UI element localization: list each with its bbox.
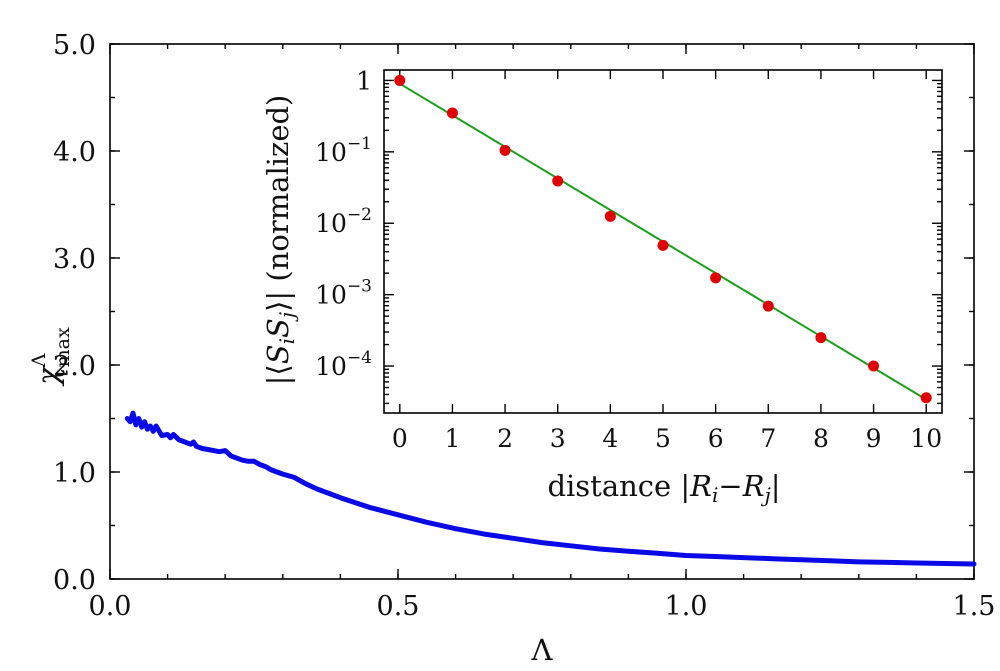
inset-y-tick-label: 10−4 (315, 348, 372, 381)
inset-plot: 0 1 2 3 4 5 6 7 8 9 10 1 10−1 10−2 10−3 10−4 distance |… (261, 66, 943, 507)
main-x-axis-label: Λ (531, 633, 554, 667)
main-y-label-subscript: max (52, 327, 74, 367)
main-series-line (124, 410, 977, 567)
inset-data-point (499, 144, 511, 156)
inset-data-point (604, 210, 616, 222)
inset-x-tick-label: 7 (760, 424, 776, 453)
inset-x-tick-label: 10 (910, 424, 942, 453)
inset-y-tick-label: 10−3 (315, 277, 372, 310)
inset-data-point (394, 74, 406, 86)
inset-axis-ticks: 0 1 2 3 4 5 6 7 8 9 10 1 10−1 10−2 10−3 10−4 (315, 66, 942, 453)
inset-data-point (868, 360, 880, 372)
inset-data-point (657, 239, 669, 251)
main-y-tick-label: 1.0 (53, 458, 96, 489)
main-y-axis-label: χΛ max (28, 327, 74, 387)
inset-data-point (710, 272, 722, 284)
inset-data-points (394, 74, 932, 404)
inset-y-tick-label: 10−1 (315, 134, 372, 167)
inset-x-axis-label: distance |Ri−Rj| (547, 469, 780, 507)
inset-x-tick-label: 9 (866, 424, 882, 453)
inset-x-tick-label: 8 (813, 424, 829, 453)
inset-x-tick-label: 6 (708, 424, 724, 453)
main-x-tick-label: 1.0 (665, 591, 708, 622)
main-x-tick-label: 0.5 (377, 591, 420, 622)
inset-x-tick-label: 2 (497, 424, 513, 453)
inset-data-point (920, 392, 932, 404)
inset-x-tick-label: 5 (655, 424, 671, 453)
inset-data-point (762, 300, 774, 312)
main-y-label-symbol: χ (31, 366, 65, 387)
main-plot: 0.0 0.5 1.0 1.50.01.02.03.04.05.0 Λ χΛ max (28, 30, 995, 667)
inset-data-point (552, 175, 564, 187)
main-y-tick-label: 5.0 (53, 30, 96, 61)
inset-x-tick-label: 4 (602, 424, 618, 453)
main-y-tick-label: 0.0 (53, 565, 96, 596)
inset-x-tick-label: 3 (550, 424, 566, 453)
inset-y-tick-label: 1 (356, 66, 372, 95)
inset-y-tick-label: 10−2 (315, 205, 372, 238)
main-y-tick-label: 2.0 (53, 351, 96, 382)
main-x-tick-label: 1.5 (953, 591, 996, 622)
inset-data-point (815, 332, 827, 344)
inset-x-tick-label: 0 (392, 424, 408, 453)
main-y-tick-label: 3.0 (53, 244, 96, 275)
inset-data-point (446, 107, 458, 119)
main-y-label-superscript: Λ (28, 353, 50, 368)
inset-y-axis-label: |⟨SiSj⟩| (normalized) (261, 95, 299, 386)
main-axis-ticks: 0.0 0.5 1.0 1.5 0.0 1.0 2.0 3.0 4.0 5.0 (53, 30, 995, 622)
main-y-tick-label: 4.0 (53, 137, 96, 168)
main-x-tick-label: 0.0 (89, 591, 132, 622)
inset-x-tick-label: 1 (444, 424, 460, 453)
